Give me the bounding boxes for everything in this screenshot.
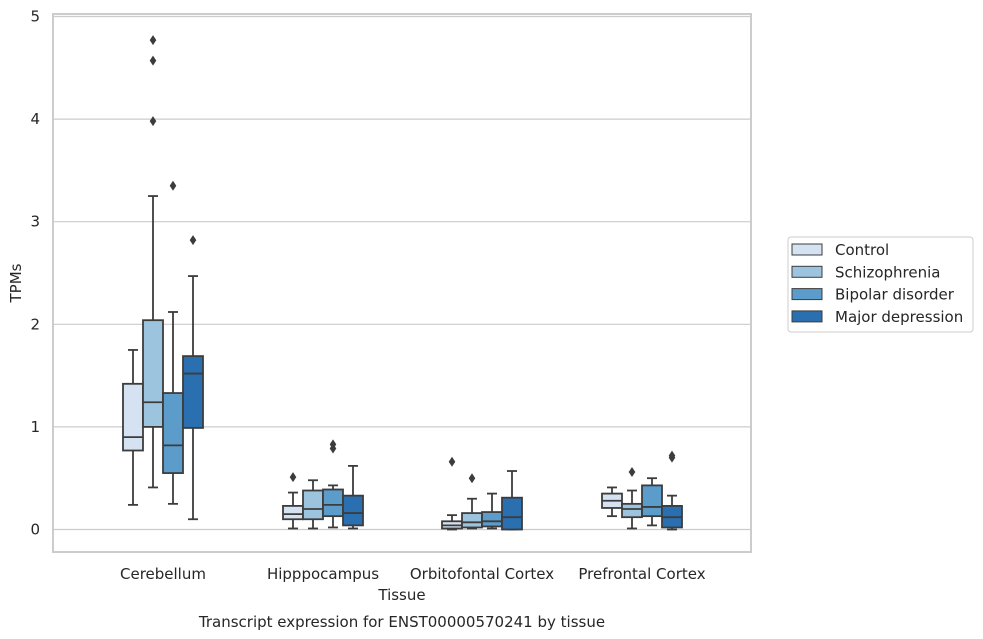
y-tick-label: 0 — [30, 521, 40, 539]
x-tick-label: Cerebellum — [120, 565, 206, 583]
legend-label: Major depression — [835, 308, 963, 326]
legend-swatch — [791, 288, 823, 301]
box-iqr — [182, 355, 204, 429]
box-group — [481, 492, 503, 530]
box-iqr — [162, 392, 184, 474]
outlier-point — [468, 473, 476, 484]
box-iqr — [461, 512, 483, 529]
box-iqr — [481, 511, 503, 528]
legend: Control Schizophrenia Bipolar disorder Majo… — [787, 236, 974, 333]
y-tick-label: 1 — [30, 418, 40, 436]
box-group — [182, 235, 204, 521]
legend-item: Control — [791, 241, 889, 259]
box-group — [282, 472, 304, 530]
y-tick-label: 4 — [30, 110, 40, 128]
chart-title: Transcript expression for ENST0000057024… — [198, 613, 605, 631]
legend-item: Schizophrenia — [791, 263, 940, 281]
box-iqr — [122, 382, 144, 452]
box-group — [601, 486, 623, 518]
outlier-point — [448, 456, 456, 467]
y-axis-ticks: 0 1 2 3 4 5 — [30, 8, 40, 539]
legend-frame — [787, 236, 974, 333]
box-group — [501, 470, 523, 531]
x-axis-ticks: Cerebellum Hipppocampus Orbitofontal Corte… — [120, 565, 706, 583]
outlier-point — [149, 35, 157, 46]
box-iqr — [302, 489, 324, 521]
outlier-point — [149, 55, 157, 66]
plot-area — [52, 13, 752, 553]
box-group — [621, 467, 643, 530]
box-group — [142, 35, 164, 489]
box-group — [162, 180, 184, 505]
y-axis-label: TPMs — [7, 263, 25, 303]
y-tick-label: 3 — [30, 213, 40, 231]
legend-item: Major depression — [791, 308, 963, 326]
box-iqr — [641, 484, 663, 518]
y-tick-label: 5 — [30, 8, 40, 26]
box-iqr — [142, 319, 164, 428]
box-iqr — [501, 496, 523, 531]
box-iqr — [621, 502, 643, 519]
legend-label: Control — [835, 241, 889, 259]
legend-swatch — [791, 310, 823, 323]
box-iqr — [322, 488, 344, 518]
outlier-point — [289, 472, 297, 483]
box-group — [661, 450, 683, 531]
outlier-point — [628, 467, 636, 478]
outlier-point — [149, 116, 157, 127]
box-group — [122, 349, 144, 506]
x-tick-label: Hipppocampus — [267, 565, 379, 583]
box-group — [641, 477, 663, 527]
outlier-point — [668, 450, 676, 461]
legend-swatch — [791, 265, 823, 278]
box-group — [302, 479, 324, 530]
x-axis-label: Tissue — [377, 586, 425, 604]
x-tick-label: Prefrontal Cortex — [578, 565, 705, 583]
y-tick-label: 2 — [30, 315, 40, 333]
outlier-point — [189, 235, 197, 246]
box-group — [342, 464, 364, 530]
outlier-point — [329, 439, 337, 450]
legend-item: Bipolar disorder — [791, 286, 955, 304]
legend-label: Bipolar disorder — [835, 286, 955, 304]
x-tick-label: Orbitofontal Cortex — [410, 565, 554, 583]
legend-label: Schizophrenia — [835, 263, 940, 281]
outlier-point — [169, 180, 177, 191]
box-groups — [122, 35, 683, 531]
legend-swatch — [791, 243, 823, 256]
box-iqr — [282, 505, 304, 521]
box-iqr — [342, 494, 364, 527]
